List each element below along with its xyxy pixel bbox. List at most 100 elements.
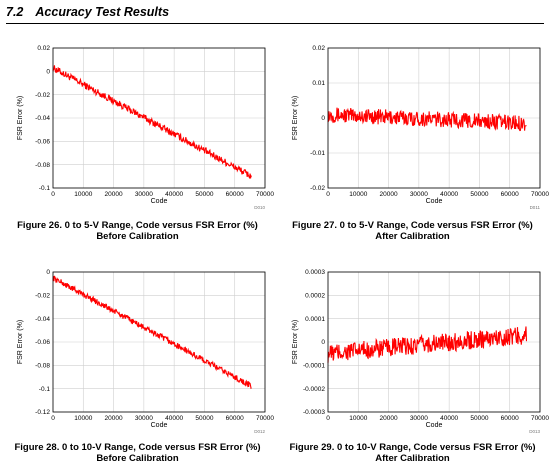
fig2-y-tick-label: -0.12 xyxy=(35,409,50,416)
fig3-x-tick-label: 20000 xyxy=(380,415,398,422)
figure-28-caption-line2: Before Calibration xyxy=(96,453,179,464)
fig0-y-tick-label: 0.02 xyxy=(37,45,50,52)
fig1-y-axis-label: FSR Error (%) xyxy=(292,96,299,140)
fig0-figure-tag: D010 xyxy=(254,205,265,210)
fig1-x-tick-label: 30000 xyxy=(410,191,428,198)
figure-26-caption-line1: Figure 26. 0 to 5-V Range, Code versus F… xyxy=(17,220,258,231)
fig1-x-tick-label: 60000 xyxy=(501,191,519,198)
figure-29-caption: Figure 29. 0 to 10-V Range, Code versus … xyxy=(275,442,550,464)
fig1-data-series xyxy=(327,107,527,132)
fig3-x-tick-label: 60000 xyxy=(501,415,519,422)
figure-27-caption: Figure 27. 0 to 5-V Range, Code versus F… xyxy=(275,220,550,242)
fig2-y-axis-label: FSR Error (%) xyxy=(17,320,24,364)
figure-28-caption: Figure 28. 0 to 10-V Range, Code versus … xyxy=(0,442,275,464)
fig3-data-series xyxy=(327,326,528,363)
fig0-y-tick-label: -0.1 xyxy=(39,185,51,192)
fig3-x-axis-label: Code xyxy=(426,422,443,429)
chart-figure-27: 0 10000 20000 30000 40000 50000 60000 70000 0.02… xyxy=(292,45,549,210)
figure-27-caption-line2: After Calibration xyxy=(375,231,450,242)
fig3-y-tick-label: 0.0003 xyxy=(305,269,325,276)
fig2-x-tick-label: 0 xyxy=(51,415,55,422)
fig2-x-tick-label: 10000 xyxy=(74,415,92,422)
fig3-plot-frame xyxy=(327,271,541,413)
fig2-figure-tag: D012 xyxy=(254,429,265,434)
chart-figure-29: 0 10000 20000 30000 40000 50000 60000 70000 0.00… xyxy=(292,269,549,434)
fig3-x-tick-label: 10000 xyxy=(349,415,367,422)
fig2-y-tick-label: -0.04 xyxy=(35,316,50,323)
fig0-x-tick-label: 20000 xyxy=(105,191,123,198)
section-heading: Accuracy Test Results xyxy=(35,5,170,19)
fig3-figure-tag: D013 xyxy=(529,429,540,434)
fig0-x-tick-label: 60000 xyxy=(226,191,244,198)
fig3-y-tick-label: -0.0002 xyxy=(303,386,325,393)
fig2-data-series xyxy=(52,275,252,390)
fig2-x-tick-label: 30000 xyxy=(135,415,153,422)
fig0-plot-frame xyxy=(52,47,266,189)
fig0-x-axis-label: Code xyxy=(151,198,168,205)
fig1-plot-frame xyxy=(327,47,541,189)
figure-27: 0 10000 20000 30000 40000 50000 60000 70000 0.02… xyxy=(275,38,550,243)
section-title: 7.2 Accuracy Test Results xyxy=(6,5,169,19)
fig3-x-tick-label: 70000 xyxy=(531,415,549,422)
fig3-x-tick-label: 50000 xyxy=(470,415,488,422)
fig0-x-tick-label: 40000 xyxy=(165,191,183,198)
fig0-y-axis-label: FSR Error (%) xyxy=(17,96,24,140)
fig2-y-tick-label: -0.02 xyxy=(35,293,50,300)
fig3-y-tick-label: 0.0001 xyxy=(305,316,325,323)
fig0-x-tick-label: 0 xyxy=(51,191,55,198)
fig3-x-tick-label: 0 xyxy=(326,415,330,422)
fig2-x-axis-label: Code xyxy=(151,422,168,429)
fig0-y-tick-label: -0.08 xyxy=(35,162,50,169)
fig0-x-tick-label: 50000 xyxy=(195,191,213,198)
fig3-y-tick-label: 0.0002 xyxy=(305,293,325,300)
fig2-plot-frame xyxy=(52,271,266,413)
section-number: 7.2 xyxy=(6,5,24,19)
fig0-y-tick-label: -0.02 xyxy=(35,92,50,99)
fig0-x-tick-label: 10000 xyxy=(74,191,92,198)
fig2-y-tick-label: 0 xyxy=(46,269,50,276)
fig2-x-tick-label: 70000 xyxy=(256,415,274,422)
figure-28-caption-line1: Figure 28. 0 to 10-V Range, Code versus … xyxy=(14,442,261,453)
chart-figure-26: 0 10000 20000 30000 40000 50000 60000 70000 0.02… xyxy=(17,45,274,210)
chart-figure-28: 0 10000 20000 30000 40000 50000 60000 700000-0.… xyxy=(17,269,274,434)
fig2-y-tick-label: -0.1 xyxy=(39,386,51,393)
figure-28: 0 10000 20000 30000 40000 50000 60000 70000 0 -0.… xyxy=(0,262,275,467)
fig1-y-tick-label: -0.02 xyxy=(310,185,325,192)
fig2-y-tick-label: -0.08 xyxy=(35,363,50,370)
fig1-y-tick-label: 0.01 xyxy=(312,80,325,87)
fig1-x-tick-label: 40000 xyxy=(440,191,458,198)
fig1-x-tick-label: 20000 xyxy=(380,191,398,198)
fig1-y-tick-label: 0 xyxy=(321,115,325,122)
fig1-y-tick-label: 0.02 xyxy=(312,45,325,52)
fig1-x-tick-label: 70000 xyxy=(531,191,549,198)
fig0-x-tick-label: 70000 xyxy=(256,191,274,198)
fig2-x-tick-label: 60000 xyxy=(226,415,244,422)
fig2-x-tick-label: 40000 xyxy=(165,415,183,422)
fig3-y-tick-label: 0 xyxy=(321,339,325,346)
fig3-x-tick-label: 30000 xyxy=(410,415,428,422)
fig1-x-tick-label: 10000 xyxy=(349,191,367,198)
fig2-x-tick-label: 50000 xyxy=(195,415,213,422)
fig3-y-tick-label: -0.0001 xyxy=(303,363,325,370)
fig0-data-series xyxy=(52,65,252,180)
fig0-y-tick-label: 0 xyxy=(46,69,50,76)
fig2-x-tick-label: 20000 xyxy=(105,415,123,422)
fig0-y-tick-label: -0.06 xyxy=(35,139,50,146)
fig1-y-tick-label: -0.01 xyxy=(310,150,325,157)
fig0-y-tick-label: -0.04 xyxy=(35,115,50,122)
fig3-x-tick-label: 40000 xyxy=(440,415,458,422)
figure-26-caption-line2: Before Calibration xyxy=(96,231,179,242)
figure-29-caption-line1: Figure 29. 0 to 10-V Range, Code versus … xyxy=(289,442,536,453)
fig0-x-tick-label: 30000 xyxy=(135,191,153,198)
fig1-x-axis-label: Code xyxy=(426,198,443,205)
figure-26-caption: Figure 26. 0 to 5-V Range, Code versus F… xyxy=(0,220,275,242)
fig1-x-tick-label: 0 xyxy=(326,191,330,198)
fig1-x-tick-label: 50000 xyxy=(470,191,488,198)
fig1-figure-tag: D011 xyxy=(530,205,541,210)
figure-29: 0 10000 20000 30000 40000 50000 60000 70000 0.00… xyxy=(275,262,550,467)
fig3-y-tick-label: -0.0003 xyxy=(303,409,325,416)
section-divider xyxy=(6,23,544,24)
fig2-y-tick-label: -0.06 xyxy=(35,339,50,346)
figure-26: 0 10000 20000 30000 40000 50000 60000 70000 0.02… xyxy=(0,38,275,243)
figure-27-caption-line1: Figure 27. 0 to 5-V Range, Code versus F… xyxy=(292,220,533,231)
